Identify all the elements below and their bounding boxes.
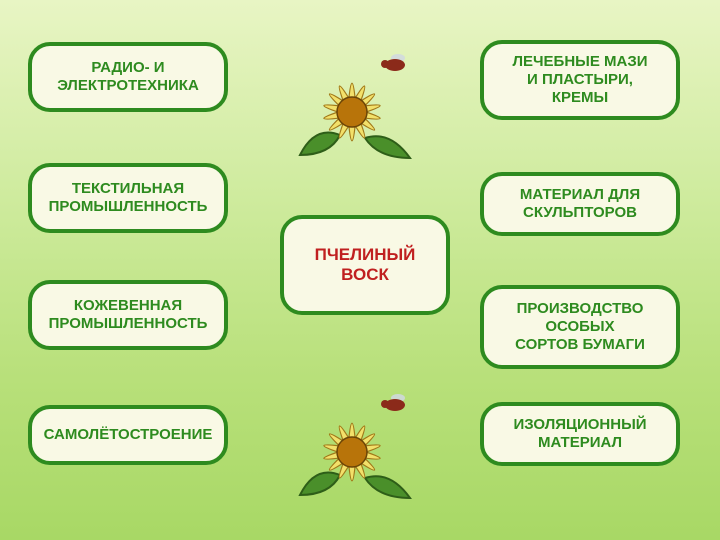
- use-box: КОЖЕВЕННАЯ ПРОМЫШЛЕННОСТЬ: [28, 280, 228, 350]
- use-box: ТЕКСТИЛЬНАЯ ПРОМЫШЛЕННОСТЬ: [28, 163, 228, 233]
- flower-icon: [280, 380, 430, 510]
- flower-icon: [280, 40, 430, 170]
- use-box-label: ПРОИЗВОДСТВО ОСОБЫХ СОРТОВ БУМАГИ: [515, 300, 645, 354]
- use-box: ИЗОЛЯЦИОННЫЙ МАТЕРИАЛ: [480, 402, 680, 466]
- use-box-label: ИЗОЛЯЦИОННЫЙ МАТЕРИАЛ: [513, 416, 646, 452]
- use-box-label: САМОЛЁТОСТРОЕНИЕ: [44, 426, 213, 444]
- use-box: РАДИО- И ЭЛЕКТРОТЕХНИКА: [28, 42, 228, 112]
- use-box-label: КОЖЕВЕННАЯ ПРОМЫШЛЕННОСТЬ: [49, 297, 208, 333]
- use-box: ЛЕЧЕБНЫЕ МАЗИ И ПЛАСТЫРИ, КРЕМЫ: [480, 40, 680, 120]
- use-box: САМОЛЁТОСТРОЕНИЕ: [28, 405, 228, 465]
- use-box: ПРОИЗВОДСТВО ОСОБЫХ СОРТОВ БУМАГИ: [480, 285, 680, 369]
- use-box-label: ЛЕЧЕБНЫЕ МАЗИ И ПЛАСТЫРИ, КРЕМЫ: [512, 53, 647, 107]
- use-box: МАТЕРИАЛ ДЛЯ СКУЛЬПТОРОВ: [480, 172, 680, 236]
- use-box-label: ТЕКСТИЛЬНАЯ ПРОМЫШЛЕННОСТЬ: [49, 180, 208, 216]
- center-box-label: ПЧЕЛИНЫЙ ВОСК: [315, 245, 416, 286]
- use-box-label: МАТЕРИАЛ ДЛЯ СКУЛЬПТОРОВ: [520, 186, 640, 222]
- center-box: ПЧЕЛИНЫЙ ВОСК: [280, 215, 450, 315]
- use-box-label: РАДИО- И ЭЛЕКТРОТЕХНИКА: [57, 59, 199, 95]
